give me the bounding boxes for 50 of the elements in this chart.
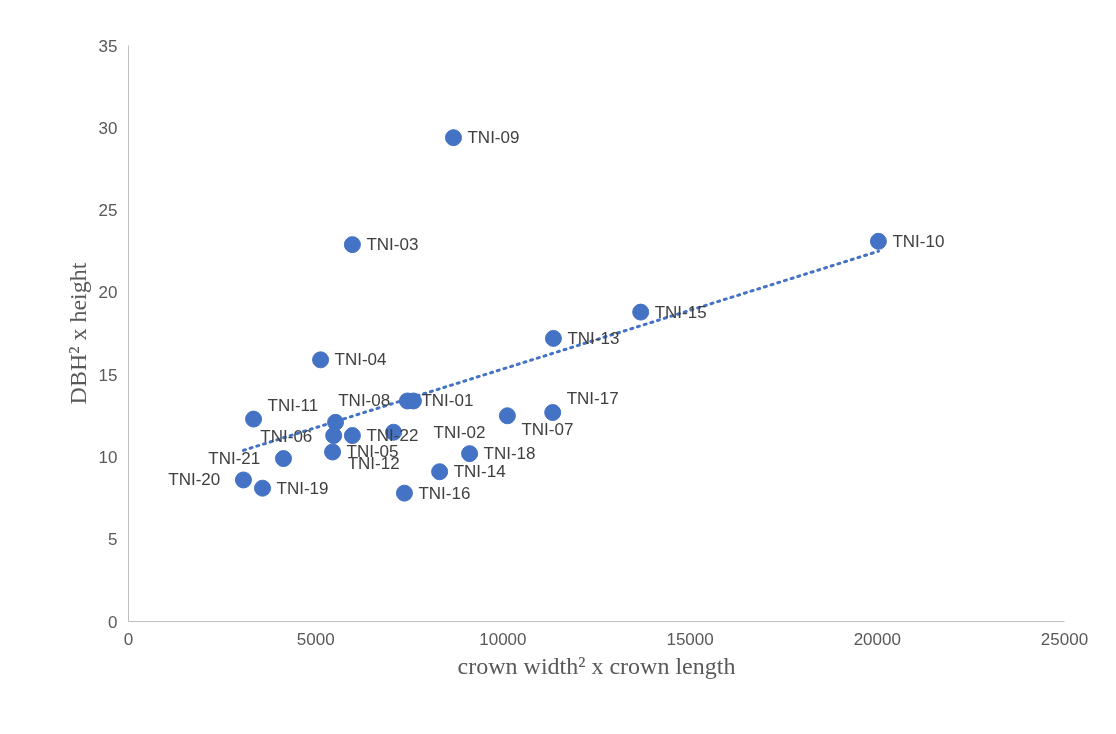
annotation: TNI-02 [433, 422, 486, 442]
point [632, 303, 650, 321]
point [395, 484, 413, 502]
point [254, 479, 272, 497]
point [544, 404, 562, 421]
y-tick-label: 10 [98, 447, 118, 467]
point [544, 329, 562, 347]
point [431, 463, 449, 481]
annotation: TNI-03 [366, 235, 419, 255]
point [245, 410, 263, 428]
y-tick-label: 35 [98, 36, 118, 56]
y-axis-title: DBH² x height [64, 262, 91, 405]
y-tick-label: 20 [98, 283, 118, 303]
point [343, 236, 361, 254]
point [324, 443, 342, 461]
annotation: TNI-08 [338, 391, 391, 411]
point [461, 445, 479, 463]
point [498, 407, 516, 425]
point [312, 351, 330, 369]
x-tick-label: 15000 [666, 629, 714, 649]
annotation: TNI-01 [421, 391, 474, 411]
x-axis-title: crown width² x crown length [457, 652, 736, 679]
annotation: TNI-11 [267, 395, 319, 415]
y-tick-label: 5 [108, 530, 118, 550]
x-tick-label: 0 [123, 629, 134, 649]
x-tick-label: 10000 [479, 629, 527, 649]
annotation: TNI-16 [418, 483, 471, 503]
point [343, 427, 361, 445]
y-tick-label: 15 [98, 365, 118, 385]
annotation: TNI-18 [483, 444, 536, 464]
point [444, 129, 462, 147]
annotation: TNI-09 [467, 128, 520, 148]
annotation: TNI-07 [521, 420, 574, 440]
point [325, 427, 343, 445]
point [275, 450, 292, 468]
point [234, 471, 252, 489]
x-tick-label: 5000 [296, 629, 335, 649]
annotation: TNI-20 [168, 470, 221, 490]
annotation: TNI-14 [453, 462, 506, 482]
x-tick-label: 25000 [1040, 629, 1089, 649]
y-tick-label: 25 [98, 201, 118, 221]
annotation: TNI-21 [208, 449, 261, 469]
annotation: TNI-10 [892, 231, 945, 251]
annotation: TNI-19 [276, 478, 329, 498]
y-tick-label: 30 [98, 118, 118, 138]
x-tick-label: 20000 [853, 629, 901, 649]
y-tick-label: 0 [108, 612, 118, 632]
point [869, 232, 887, 250]
annotation: TNI-04 [334, 350, 387, 370]
annotation: TNI-17 [566, 388, 619, 408]
